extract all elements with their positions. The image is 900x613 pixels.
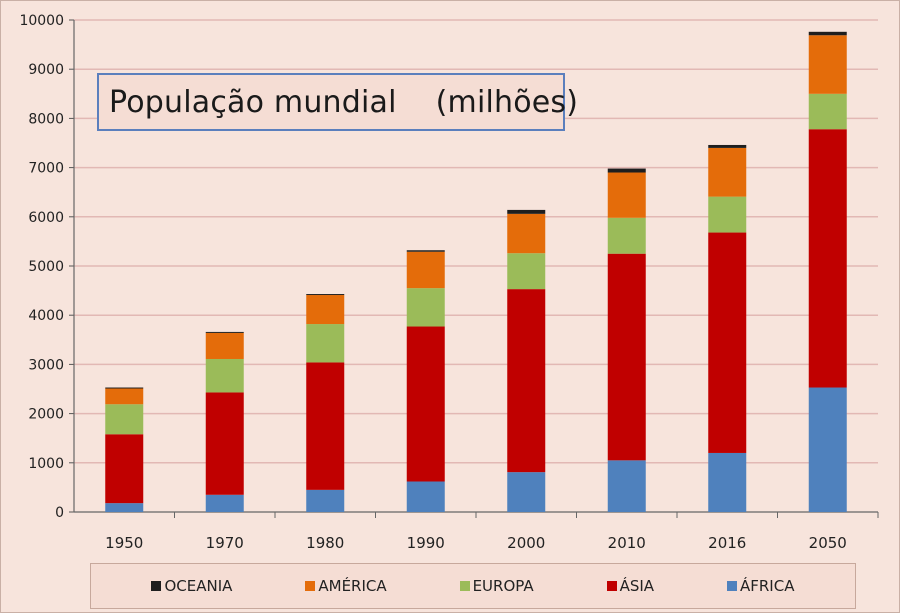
- y-tick-label: 2000: [28, 407, 64, 423]
- x-tick-label: 1980: [306, 534, 344, 552]
- y-tick-label: 8000: [28, 111, 64, 127]
- bar-segment-oceania-2050: [808, 31, 847, 36]
- bar-segment-europa-2016: [708, 196, 747, 233]
- bar-segment-europa-2050: [808, 93, 847, 130]
- legend-item-america: AMÉRICA: [305, 577, 387, 595]
- x-tick-label: 1950: [105, 534, 143, 552]
- legend-label-europa: EUROPA: [472, 577, 534, 595]
- x-tick-label: 1970: [206, 534, 244, 552]
- bar-segment-ásia-1980: [306, 362, 345, 490]
- legend-swatch-oceania: [151, 581, 162, 591]
- bar-segment-áfrica-2016: [708, 452, 747, 512]
- bar-segment-áfrica-2010: [607, 460, 646, 512]
- bar-segment-europa-1990: [406, 288, 445, 327]
- legend-swatch-africa: [727, 581, 737, 591]
- bar-segment-áfrica-2050: [808, 387, 847, 512]
- legend-label-africa: ÁFRICA: [740, 577, 795, 595]
- bar-segment-áfrica-1950: [105, 503, 144, 512]
- legend-item-asia: ÁSIA: [606, 577, 655, 595]
- bar-segment-ásia-2016: [708, 232, 747, 453]
- bar-segment-ásia-1990: [406, 326, 445, 482]
- x-tick-label: 1990: [407, 534, 445, 552]
- bar-segment-europa-1970: [205, 358, 244, 393]
- chart-title: População mundial (milhões): [109, 84, 579, 120]
- chart-legend: OCEANIA AMÉRICA EUROPA ÁSIA ÁFRICA: [90, 563, 856, 609]
- y-tick-label: 1000: [28, 456, 64, 472]
- legend-item-europa: EUROPA: [459, 577, 534, 595]
- bar-segment-europa-1950: [105, 404, 144, 435]
- y-tick-label: 10000: [19, 13, 64, 29]
- x-tick-label: 2050: [809, 534, 847, 552]
- bar-segment-ásia-2050: [808, 129, 847, 388]
- y-tick-label: 7000: [28, 161, 64, 177]
- bar-segment-oceania-2016: [708, 144, 747, 148]
- bar-segment-ásia-2000: [507, 289, 546, 473]
- x-tick-label: 2010: [608, 534, 646, 552]
- bar-segment-ásia-1970: [205, 392, 244, 495]
- legend-swatch-europa: [459, 581, 470, 591]
- bar-segment-europa-2000: [507, 253, 546, 290]
- bar-segment-oceania-2000: [507, 209, 546, 214]
- bar-segment-américa-2050: [808, 35, 847, 94]
- bar-segment-ásia-2010: [607, 253, 646, 461]
- legend-label-oceania: OCEANIA: [164, 577, 233, 595]
- x-tick-label: 2000: [507, 534, 545, 552]
- bar-segment-oceania-2010: [607, 168, 646, 173]
- bar-segment-áfrica-1990: [406, 481, 445, 512]
- bar-segment-américa-1950: [105, 388, 144, 405]
- bar-segment-américa-1990: [406, 251, 445, 289]
- legend-swatch-america: [305, 581, 316, 591]
- legend-item-oceania: OCEANIA: [151, 577, 232, 595]
- legend-label-asia: ÁSIA: [619, 577, 655, 595]
- legend-item-africa: ÁFRICA: [727, 577, 794, 595]
- legend-label-america: AMÉRICA: [318, 577, 387, 595]
- x-tick-label: 2016: [708, 534, 746, 552]
- bar-segment-áfrica-2000: [507, 472, 546, 512]
- bar-segment-europa-2010: [607, 217, 646, 254]
- bar-segment-ásia-1950: [105, 434, 144, 504]
- bar-segment-oceania-1980: [306, 294, 345, 296]
- chart-title-box: População mundial (milhões): [97, 73, 578, 131]
- y-tick-label: 3000: [28, 357, 64, 373]
- bar-segment-áfrica-1980: [306, 489, 345, 512]
- y-tick-label: 0: [55, 505, 64, 521]
- bar-segment-américa-1980: [306, 295, 345, 325]
- bar-segment-oceania-1990: [406, 250, 445, 252]
- bar-segment-oceania-1970: [205, 331, 244, 333]
- bar-segment-américa-2010: [607, 172, 646, 218]
- bar-segment-américa-2016: [708, 147, 747, 197]
- y-tick-label: 4000: [28, 308, 64, 324]
- y-tick-label: 6000: [28, 210, 64, 226]
- bar-segment-américa-1970: [205, 332, 244, 359]
- bar-segment-oceania-1950: [105, 387, 144, 389]
- bar-segment-áfrica-1970: [205, 494, 244, 512]
- legend-swatch-asia: [606, 581, 617, 591]
- bar-segment-europa-1980: [306, 324, 345, 363]
- bar-segment-américa-2000: [507, 213, 546, 254]
- y-tick-label: 5000: [28, 259, 64, 275]
- y-tick-label: 9000: [28, 62, 64, 78]
